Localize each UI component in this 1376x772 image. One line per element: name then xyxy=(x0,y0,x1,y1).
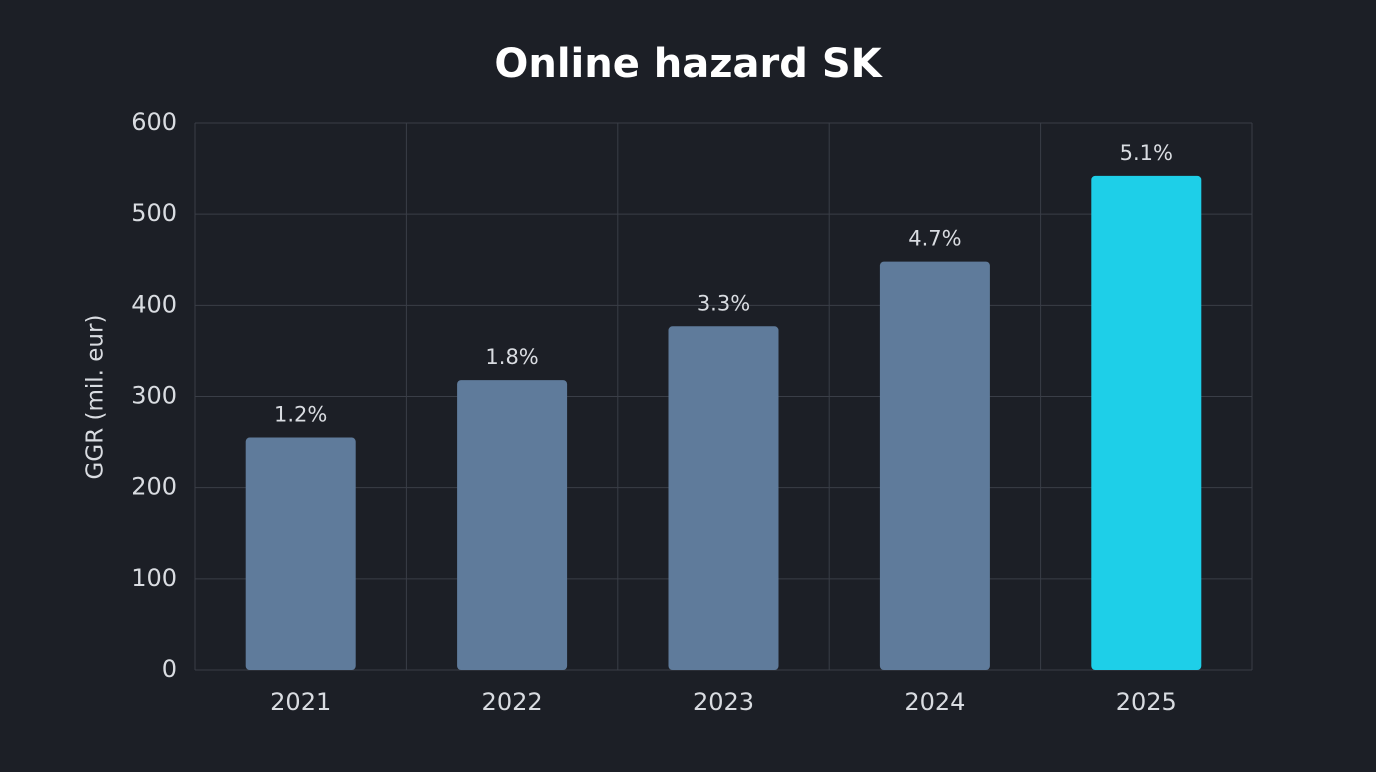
bar-label: 4.7% xyxy=(908,227,961,251)
x-tick-label: 2022 xyxy=(482,688,543,716)
bar xyxy=(457,380,568,670)
y-tick-label: 100 xyxy=(131,564,177,592)
y-tick-label: 0 xyxy=(162,655,177,683)
bar-label: 3.3% xyxy=(697,291,750,315)
x-tick-label: 2025 xyxy=(1116,688,1177,716)
y-tick-label: 300 xyxy=(131,382,177,410)
bar xyxy=(1091,175,1202,671)
y-tick-label: 200 xyxy=(131,473,177,501)
bar xyxy=(879,261,990,670)
y-tick-label: 400 xyxy=(131,290,177,318)
y-tick-label: 500 xyxy=(131,199,177,227)
x-tick-label: 2024 xyxy=(904,688,965,716)
y-tick-label: 600 xyxy=(131,108,177,136)
x-tick-label: 2023 xyxy=(693,688,754,716)
bar-label: 1.2% xyxy=(274,403,327,427)
y-axis-label: GGR (mil. eur) xyxy=(83,315,109,480)
x-tick-label: 2021 xyxy=(270,688,331,716)
bar xyxy=(668,326,779,670)
bar xyxy=(245,437,356,670)
bar-label: 5.1% xyxy=(1120,141,1173,165)
bar-label: 1.8% xyxy=(485,345,538,369)
chart-title: Online hazard SK xyxy=(494,41,883,87)
